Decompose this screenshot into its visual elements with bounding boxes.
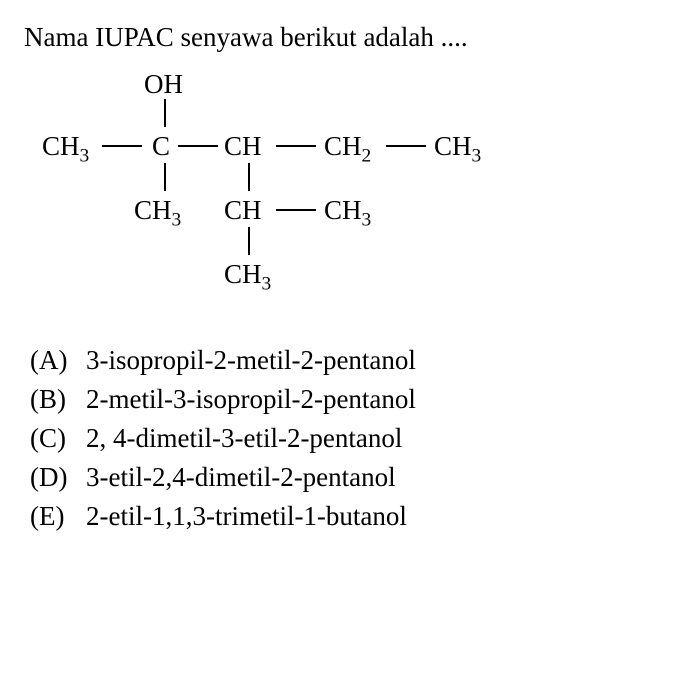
option-text: 3-isopropil-2-metil-2-pentanol: [86, 343, 416, 378]
question-text: Nama IUPAC senyawa berikut adalah ....: [24, 20, 676, 55]
atom-oh: OH: [144, 67, 183, 102]
bond-v-ch-ch3: [248, 227, 250, 255]
option-text: 3-etil-2,4-dimetil-2-pentanol: [86, 460, 396, 495]
option-d: (D) 3-etil-2,4-dimetil-2-pentanol: [30, 460, 676, 495]
atom-ch3-iso-r: CH3: [324, 193, 371, 228]
atom-ch3-iso-d: CH3: [224, 257, 271, 292]
option-b: (B) 2-metil-3-isopropil-2-pentanol: [30, 382, 676, 417]
atom-ch3-right: CH3: [434, 129, 481, 164]
chemical-structure: OH CH3 C CH CH2 CH3 CH3 CH CH3 CH3: [42, 67, 676, 327]
bond-h-2: [178, 145, 218, 147]
option-letter: (C): [30, 421, 86, 456]
atom-ch2: CH2: [324, 129, 371, 164]
option-letter: (B): [30, 382, 86, 417]
bond-h-1: [102, 145, 142, 147]
option-text: 2, 4-dimetil-3-etil-2-pentanol: [86, 421, 402, 456]
option-letter: (A): [30, 343, 86, 378]
bond-v-oh-c: [164, 99, 166, 127]
option-letter: (D): [30, 460, 86, 495]
atom-ch-iso: CH: [224, 193, 262, 228]
option-letter: (E): [30, 499, 86, 534]
bond-h-3: [276, 145, 316, 147]
bond-h-4: [386, 145, 426, 147]
option-text: 2-metil-3-isopropil-2-pentanol: [86, 382, 416, 417]
bond-h-5: [276, 209, 316, 211]
option-text: 2-etil-1,1,3-trimetil-1-butanol: [86, 499, 407, 534]
answer-options: (A) 3-isopropil-2-metil-2-pentanol (B) 2…: [30, 343, 676, 534]
bond-v-ch-ch: [248, 163, 250, 191]
atom-c-center: C: [152, 129, 170, 164]
atom-ch3-down: CH3: [134, 193, 181, 228]
option-e: (E) 2-etil-1,1,3-trimetil-1-butanol: [30, 499, 676, 534]
option-c: (C) 2, 4-dimetil-3-etil-2-pentanol: [30, 421, 676, 456]
bond-v-c-ch3: [164, 163, 166, 191]
atom-ch3-left: CH3: [42, 129, 89, 164]
option-a: (A) 3-isopropil-2-metil-2-pentanol: [30, 343, 676, 378]
atom-ch-main: CH: [224, 129, 262, 164]
